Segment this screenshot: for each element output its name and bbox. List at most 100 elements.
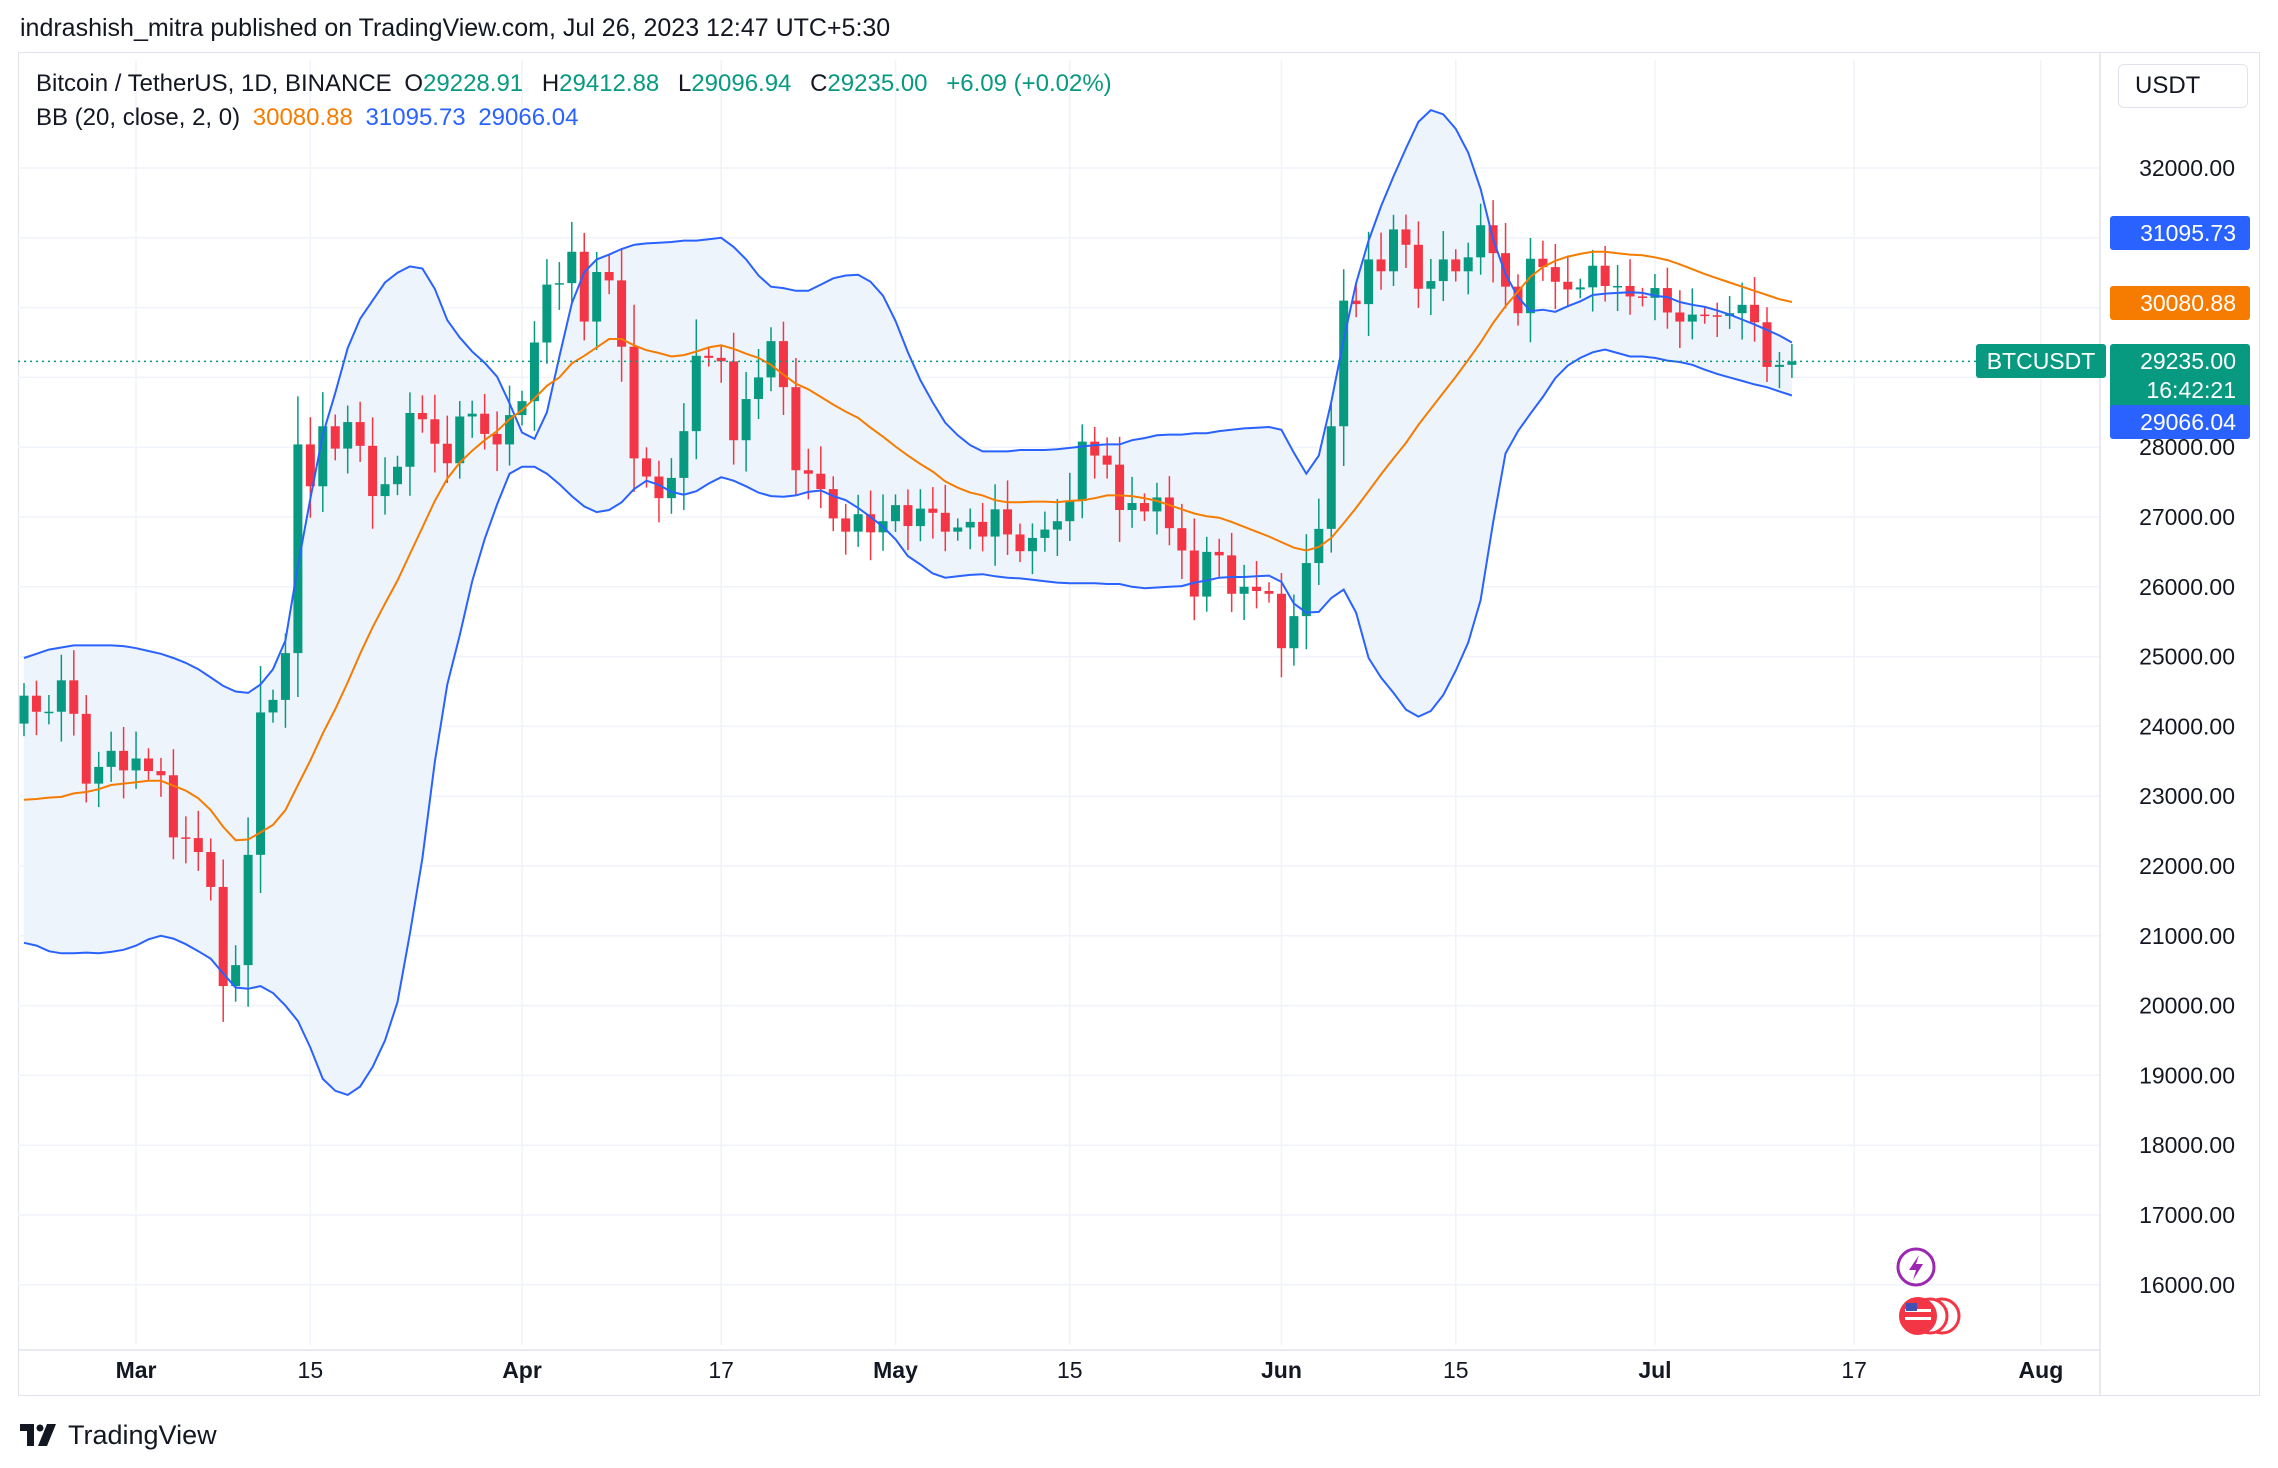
candle-body: [343, 422, 353, 449]
candle-body: [56, 680, 66, 712]
candle-body: [1289, 616, 1299, 649]
price-tick-label: 25000.00: [2139, 644, 2235, 670]
bollinger-lower-line: [23, 348, 1793, 1097]
candle-body: [1339, 300, 1349, 427]
candle-body: [193, 838, 203, 853]
candle-body: [1662, 288, 1672, 313]
low-label: L: [677, 70, 692, 97]
candle-body: [604, 272, 614, 281]
candle-body: [853, 514, 863, 532]
candle-body: [1762, 322, 1772, 367]
candle-body: [1239, 586, 1249, 594]
candle-body: [1027, 537, 1037, 552]
bb-basis-value: 30080.88: [252, 104, 353, 131]
candle-body: [716, 357, 726, 362]
candle-body: [567, 251, 577, 284]
candle-body: [1451, 259, 1461, 272]
candle-body: [1227, 555, 1237, 594]
price-tick-label: 16000.00: [2139, 1272, 2235, 1298]
candle-body: [592, 272, 602, 322]
close-value: 29235.00: [827, 70, 928, 97]
close-label: C: [810, 70, 828, 97]
candle-body: [1426, 281, 1436, 289]
time-tick-label: Aug: [2019, 1357, 2064, 1383]
time-tick-label: Mar: [116, 1357, 157, 1383]
upper-band-label: 31095.73: [2110, 216, 2250, 250]
candle-body: [243, 854, 253, 966]
candle-body: [1712, 315, 1722, 317]
candle-body: [380, 484, 390, 497]
candle-body: [642, 458, 651, 477]
price-tick-label: 21000.00: [2139, 923, 2235, 949]
candle-body: [1525, 258, 1535, 314]
candle-body: [729, 361, 739, 441]
candle-body: [1401, 229, 1411, 245]
candle-body: [405, 412, 415, 467]
candle-body: [355, 422, 365, 446]
candle-body: [629, 346, 639, 459]
candle-body: [318, 426, 328, 487]
candle-body: [442, 443, 452, 464]
candle-body: [393, 466, 402, 485]
candle-body: [1102, 455, 1112, 465]
price-tick-label: 20000.00: [2139, 993, 2235, 1019]
candle-body: [1351, 300, 1361, 305]
svg-text:BTCUSDT: BTCUSDT: [1987, 348, 2096, 374]
last-price-label: 29235.00 16:42:21: [2110, 344, 2250, 410]
candle-body: [940, 512, 950, 532]
candle-body: [617, 280, 627, 347]
svg-text:31095.73: 31095.73: [2140, 220, 2236, 246]
candle-body: [280, 653, 290, 700]
candle-body: [455, 416, 465, 464]
candle-body: [1625, 285, 1635, 297]
price-tick-label: 17000.00: [2139, 1202, 2235, 1228]
candle-body: [1501, 253, 1511, 287]
price-tick-label: 32000.00: [2139, 155, 2235, 181]
time-axis: Mar 15 Apr 17 May 15 Jun 15 Jul 17 Aug: [18, 1349, 2100, 1383]
candle-body: [1550, 267, 1560, 282]
price-tick-label: 18000.00: [2139, 1132, 2235, 1158]
candle-body: [1575, 287, 1585, 290]
candle-body: [1538, 258, 1548, 268]
footer-brand-text: TradingView: [68, 1419, 217, 1450]
candles: [19, 200, 1797, 1022]
candle-body: [94, 766, 104, 784]
candle-body: [231, 965, 241, 987]
candle-body: [1750, 304, 1760, 323]
candle-body: [529, 342, 539, 402]
chart-frame[interactable]: [18, 52, 2260, 1396]
symbol-title[interactable]: Bitcoin / TetherUS, 1D, BINANCE: [36, 70, 392, 97]
candle-body: [1675, 312, 1685, 322]
time-tick-label: 15: [1443, 1357, 1469, 1383]
candle-body: [1787, 361, 1797, 365]
candle-body: [1152, 497, 1162, 512]
candle-body: [791, 387, 801, 471]
candle-body: [430, 419, 440, 444]
bollinger-basis-line: [23, 250, 1793, 842]
svg-text:16:42:21: 16:42:21: [2146, 377, 2236, 403]
candle-body: [1077, 441, 1087, 501]
svg-text:30080.88: 30080.88: [2140, 290, 2236, 316]
candle-body: [679, 431, 689, 478]
candle-body: [1127, 503, 1137, 511]
candle-body: [816, 473, 826, 490]
candle-body: [903, 505, 913, 527]
lightning-event-icon[interactable]: [1896, 1247, 1936, 1287]
candle-body: [1003, 509, 1013, 535]
candle-body: [181, 837, 191, 839]
footer-brand[interactable]: TradingView: [20, 1418, 217, 1452]
candle-body: [915, 508, 925, 527]
candle-body: [1301, 563, 1311, 617]
tradingview-logo-icon: [20, 1424, 56, 1446]
currency-button[interactable]: USDT: [2118, 64, 2248, 108]
candle-body: [741, 399, 751, 441]
svg-text:29235.00: 29235.00: [2140, 348, 2236, 374]
us-economic-event-icon[interactable]: [1899, 1297, 1961, 1335]
candle-body: [156, 771, 166, 776]
bb-indicator-title[interactable]: BB (20, close, 2, 0): [36, 104, 241, 131]
candle-body: [467, 413, 477, 417]
candle-body: [1364, 259, 1374, 305]
svg-text:29066.04: 29066.04: [2140, 409, 2236, 435]
candle-body: [766, 341, 776, 378]
